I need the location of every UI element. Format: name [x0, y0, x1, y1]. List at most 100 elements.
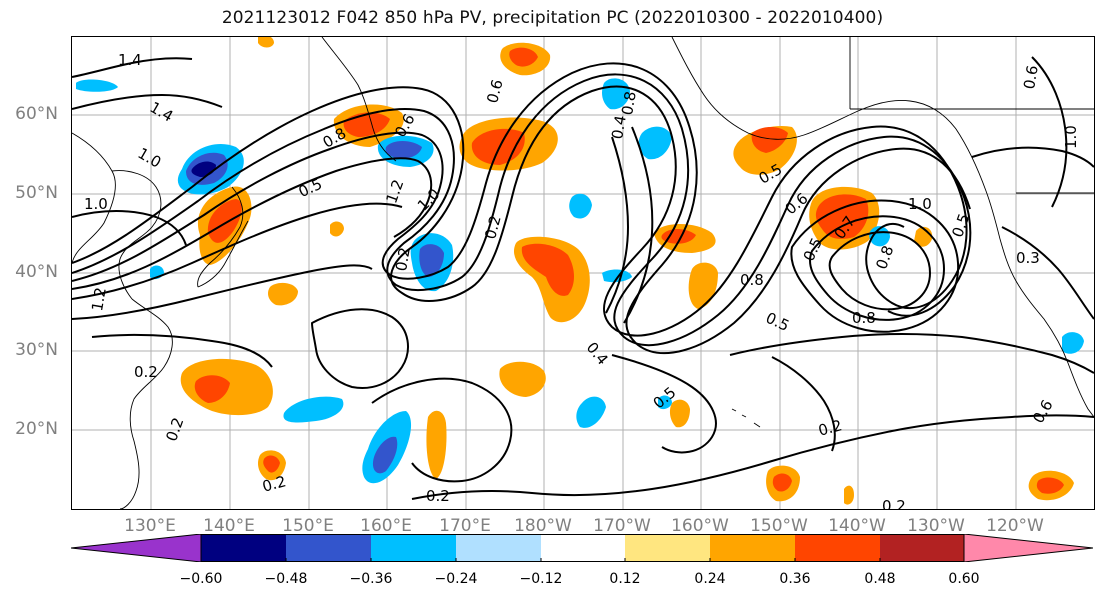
colorbar-tick-label-2: −0.48 — [264, 571, 308, 587]
lon-label-170w: 170°W — [593, 516, 651, 536]
contour-label-27: 0.2 — [162, 415, 187, 444]
pv-contour-7 — [311, 308, 409, 389]
precip-blob-small-c-core — [263, 455, 280, 473]
precip-blob-subtrop-c — [499, 361, 546, 397]
lon-label-160e: 160°E — [360, 516, 412, 536]
precip-blob-small-f — [426, 410, 447, 479]
precip-blob-goa-core — [815, 194, 869, 239]
contour-label-21: 0.8 — [852, 309, 876, 327]
colorbar-ticks — [200, 558, 965, 562]
contour-label-33: 0.6 — [1029, 397, 1057, 427]
pv-contour-2 — [72, 73, 972, 346]
coastline-alaska — [671, 37, 1001, 240]
lon-label-140w: 140°W — [828, 516, 886, 536]
colorbar-tick-label-1: −0.60 — [179, 571, 223, 587]
contour-label-5: 1.2 — [382, 177, 407, 206]
precip-blob-kuril-core — [343, 112, 390, 137]
pv-contour-4 — [72, 157, 433, 290]
map-canvas: 1.4 1.4 1.0 1.0 1.2 0.5 1.0 0.8 0.6 0.2 … — [72, 37, 1094, 509]
contour-label-3: 1.0 — [135, 144, 165, 172]
colorbar-bin-4 — [456, 534, 541, 562]
contour-label-23: 0.8 — [872, 243, 897, 272]
pv-contour-1 — [72, 85, 968, 337]
precip-neg-subtrop-b-core — [372, 436, 398, 474]
colorbar-svg — [70, 533, 1094, 563]
pv-contour-16 — [971, 146, 1094, 168]
precip-neg-subtrop-c — [576, 396, 606, 428]
coastline-kamchatka — [321, 37, 397, 162]
contour-label-37: 0.2 — [260, 472, 288, 496]
contour-label-6: 0.5 — [296, 175, 325, 201]
colorbar-extend-high — [963, 533, 1094, 563]
colorbar-tick-label-8: 0.36 — [779, 571, 811, 587]
colorbar-tick-label-5: −0.12 — [519, 571, 563, 587]
colorbar-tick-label-3: −0.36 — [349, 571, 393, 587]
precip-blob-small-a — [268, 282, 298, 306]
lon-label-160w: 160°W — [671, 516, 729, 536]
colorbar-bin-8 — [795, 534, 880, 562]
lat-label-30n: 30°N — [15, 340, 58, 360]
pv-contour-18 — [72, 57, 193, 78]
lon-label-140e: 140°E — [203, 516, 255, 536]
colorbar-tick-label-4: −0.24 — [434, 571, 478, 587]
pv-contour-19 — [72, 94, 223, 110]
pv-contour-3 — [72, 62, 971, 354]
lon-label-120w: 120°W — [986, 516, 1044, 536]
pv-contour-11 — [611, 354, 717, 454]
colorbar-tick-label-6: 0.12 — [609, 571, 641, 587]
lat-label-40n: 40°N — [15, 262, 58, 282]
map-panel: 1.4 1.4 1.0 1.0 1.2 0.5 1.0 0.8 0.6 0.2 … — [71, 36, 1095, 510]
precip-blob-small-h — [258, 37, 274, 48]
pv-contours — [72, 56, 1094, 500]
contour-label-29: 0.2 — [816, 416, 844, 440]
precip-blob-dateline-core — [521, 243, 574, 296]
contour-label-28: 0.4 — [583, 339, 612, 369]
contour-label-25: 0.2 — [134, 363, 158, 381]
contour-label-20: 0.8 — [740, 271, 764, 289]
pv-contour-9 — [411, 414, 1094, 500]
precip-neg-alaska-w — [638, 126, 672, 160]
pv-contour-23 — [771, 356, 836, 452]
contour-label-30: 0.2 — [426, 487, 450, 505]
pv-contour-12 — [729, 333, 1094, 374]
precip-neg-subtrop-a — [283, 396, 344, 423]
lon-label-130e: 130°E — [124, 516, 176, 536]
contour-label-1: 1.4 — [118, 51, 142, 69]
contour-label-31: 0.2 — [882, 497, 906, 509]
lon-label-170e: 170°E — [439, 516, 491, 536]
colorbar-bin-7 — [710, 534, 795, 562]
pv-contour-17 — [1001, 226, 1094, 320]
colorbar-extend-low — [70, 533, 202, 563]
precip-blob-small-g — [669, 399, 690, 428]
precip-blob-japan-core — [207, 199, 242, 243]
precip-neg-small-e — [658, 395, 672, 410]
pv-contour-6 — [72, 264, 373, 320]
precip-blob-subtrop-w-core — [194, 375, 230, 403]
contour-label-22: 0.5 — [763, 309, 792, 335]
coastline-canada-border — [849, 37, 1094, 110]
colorbar-bin-3 — [371, 534, 456, 562]
contour-label-24: 0.2 — [392, 246, 414, 273]
colorbar-tick-label-10: 0.60 — [948, 571, 980, 587]
pv-contour-5 — [72, 202, 403, 300]
precip-blob-small-d-core — [772, 473, 792, 492]
pv-contour-20 — [1031, 56, 1068, 208]
contour-label-18: 1.0 — [908, 195, 932, 213]
precip-neg-kuril-core — [385, 141, 422, 159]
precip-blob-small-b — [688, 262, 718, 309]
precip-blob-small-k — [844, 485, 854, 505]
contour-label-14: 0.8 — [618, 90, 640, 117]
coastline-namerica — [999, 238, 1094, 418]
contour-label-10: 0.2 — [481, 213, 505, 241]
coastline-hawaii — [731, 408, 761, 428]
precip-neg-small-c — [602, 269, 632, 283]
colorbar-bin-9 — [880, 534, 964, 562]
precip-blob-small-e-core — [1036, 477, 1064, 494]
precip-blob-small-i — [330, 221, 344, 237]
precip-neg-central-core — [419, 244, 444, 277]
pv-contour-14 — [809, 215, 945, 321]
pv-contour-13 — [790, 199, 960, 333]
pv-contour-8 — [371, 377, 513, 483]
lon-label-180w: 180°W — [514, 516, 572, 536]
colorbar-bin-5 — [541, 534, 625, 562]
